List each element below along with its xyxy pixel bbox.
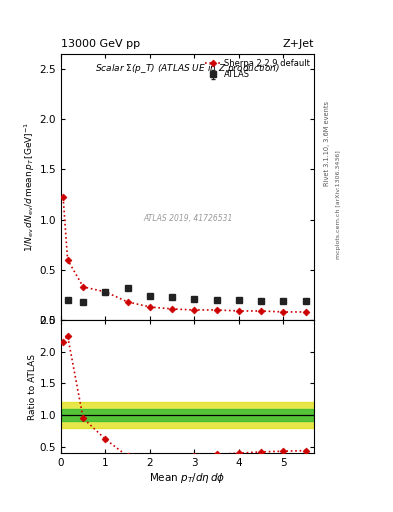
Legend: Sherpa 2.2.9 default, ATLAS: Sherpa 2.2.9 default, ATLAS [202, 55, 313, 82]
Sherpa 2.2.9 default [237, 308, 241, 314]
Sherpa 2.2.9 default [125, 299, 130, 305]
Sherpa 2.2.9 default [61, 195, 66, 201]
Bar [61, 409, 314, 421]
Y-axis label: Ratio to ATLAS: Ratio to ATLAS [28, 354, 37, 419]
Sherpa 2.2.9 default [170, 306, 174, 312]
Text: mcplots.cern.ch [arXiv:1306.3436]: mcplots.cern.ch [arXiv:1306.3436] [336, 151, 341, 259]
Sherpa 2.2.9 default [81, 284, 86, 290]
Sherpa 2.2.9 default [259, 308, 263, 314]
X-axis label: Mean $p_T/d\eta\,d\phi$: Mean $p_T/d\eta\,d\phi$ [149, 471, 226, 485]
Line: Sherpa 2.2.9 default: Sherpa 2.2.9 default [61, 195, 308, 314]
Text: Rivet 3.1.10, 3.6M events: Rivet 3.1.10, 3.6M events [324, 101, 330, 186]
Y-axis label: $1/N_{\mathsf{ev}}\,dN_{\mathsf{ev}}/d\,\mathsf{mean}\,p_T\,[\mathsf{GeV}]^{-1}$: $1/N_{\mathsf{ev}}\,dN_{\mathsf{ev}}/d\,… [22, 122, 37, 252]
Sherpa 2.2.9 default [65, 257, 70, 263]
Sherpa 2.2.9 default [147, 304, 152, 310]
Text: Z+Jet: Z+Jet [283, 38, 314, 49]
Text: 13000 GeV pp: 13000 GeV pp [61, 38, 140, 49]
Text: Scalar $\Sigma$(p_T) (ATLAS UE in Z production): Scalar $\Sigma$(p_T) (ATLAS UE in Z prod… [95, 62, 280, 75]
Bar [61, 402, 314, 428]
Sherpa 2.2.9 default [303, 309, 308, 315]
Sherpa 2.2.9 default [103, 289, 108, 295]
Sherpa 2.2.9 default [192, 307, 196, 313]
Sherpa 2.2.9 default [214, 307, 219, 313]
Sherpa 2.2.9 default [281, 309, 286, 315]
Text: ATLAS 2019, 41726531: ATLAS 2019, 41726531 [143, 215, 232, 223]
